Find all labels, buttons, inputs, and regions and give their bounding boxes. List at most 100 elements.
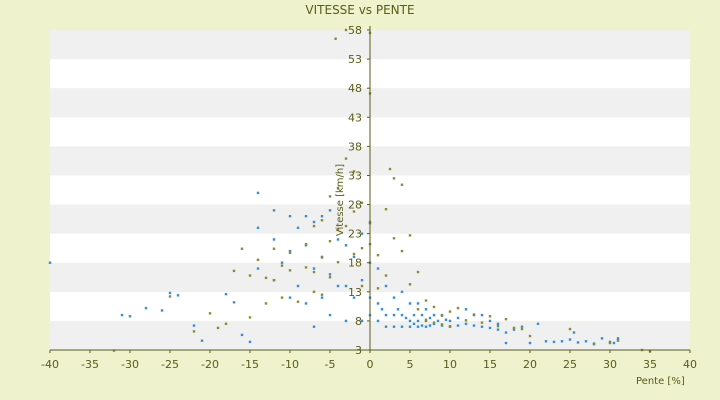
data-point-blue <box>512 328 516 331</box>
data-point-blue <box>488 326 492 330</box>
x-tick-label: 5 <box>407 358 414 371</box>
data-point-blue <box>120 313 124 317</box>
data-point-blue <box>272 209 276 212</box>
data-point-olive <box>360 246 364 250</box>
data-point-olive <box>320 219 324 222</box>
data-point-blue <box>544 340 548 343</box>
data-point-olive <box>424 299 428 302</box>
data-point-blue <box>328 313 332 317</box>
data-point-olive <box>448 310 452 313</box>
data-point-blue <box>552 340 556 344</box>
data-point-blue <box>296 226 300 230</box>
data-point-blue <box>404 316 408 320</box>
data-point-blue <box>328 209 332 212</box>
x-tick-label: -10 <box>281 358 299 371</box>
data-point-blue <box>504 341 508 345</box>
data-point-blue <box>176 294 180 297</box>
data-point-olive <box>504 317 508 321</box>
data-point-olive <box>400 249 404 253</box>
x-tick-label: 40 <box>683 358 697 371</box>
chart-title: VITESSE vs PENTE <box>305 3 414 17</box>
data-point-blue <box>408 319 412 323</box>
x-tick-label: 20 <box>523 358 537 371</box>
y-tick-label: 48 <box>348 82 362 95</box>
data-point-olive <box>352 170 356 173</box>
data-point-blue <box>296 284 300 288</box>
data-point-blue <box>428 324 432 327</box>
data-point-olive <box>384 208 388 211</box>
data-point-olive <box>448 324 452 328</box>
data-point-olive <box>440 323 444 326</box>
y-tick-label: 43 <box>348 111 362 124</box>
data-point-blue <box>528 341 532 345</box>
data-point-blue <box>336 284 340 288</box>
data-point-blue <box>444 318 448 321</box>
data-point-olive <box>216 326 220 330</box>
data-point-olive <box>304 242 308 246</box>
data-point-olive <box>392 237 396 240</box>
data-point-olive <box>344 157 348 160</box>
data-point-blue <box>328 273 332 276</box>
y-tick-label: 38 <box>348 140 362 153</box>
data-point-olive <box>312 290 316 294</box>
data-point-blue <box>312 325 316 328</box>
data-point-blue <box>472 324 476 327</box>
data-point-olive <box>400 183 404 186</box>
data-point-blue <box>384 313 388 317</box>
data-point-blue <box>320 296 324 299</box>
data-point-olive <box>248 274 252 277</box>
data-point-blue <box>288 296 292 299</box>
data-point-blue <box>192 324 196 327</box>
data-point-olive <box>592 342 596 346</box>
data-point-olive <box>320 256 324 259</box>
data-point-olive <box>388 167 392 171</box>
data-point-blue <box>224 292 228 296</box>
y-tick-label: 58 <box>348 24 362 37</box>
data-point-olive <box>336 187 340 190</box>
data-point-blue <box>560 340 564 343</box>
data-point-blue <box>416 325 420 328</box>
data-point-blue <box>280 261 284 264</box>
data-point-blue <box>416 302 420 305</box>
data-point-olive <box>272 247 276 250</box>
y-tick-label: 53 <box>348 53 362 66</box>
data-point-blue <box>616 337 620 340</box>
data-point-olive <box>288 269 292 272</box>
data-point-blue <box>432 313 436 317</box>
x-tick-label: 15 <box>483 358 497 371</box>
data-point-olive <box>240 247 244 250</box>
data-point-olive <box>256 258 260 262</box>
data-point-blue <box>380 308 384 311</box>
data-point-olive <box>360 284 364 288</box>
x-tick-label: 35 <box>643 358 657 371</box>
data-point-olive <box>336 260 340 264</box>
data-point-blue <box>420 313 424 317</box>
data-point-olive <box>360 201 364 204</box>
y-tick-label: 33 <box>348 169 362 182</box>
data-point-blue <box>416 319 420 323</box>
data-point-olive <box>520 327 524 331</box>
data-point-blue <box>304 214 308 218</box>
data-point-olive <box>464 319 468 322</box>
data-point-olive <box>416 308 420 311</box>
data-point-blue <box>456 316 460 320</box>
data-point-blue <box>128 315 132 318</box>
data-point-blue <box>612 341 616 345</box>
data-point-olive <box>264 302 268 305</box>
data-point-blue <box>412 313 416 317</box>
y-tick-label: 8 <box>355 315 362 328</box>
data-point-blue <box>384 284 388 288</box>
data-point-blue <box>464 308 468 311</box>
data-point-blue <box>424 325 428 328</box>
data-point-blue <box>272 238 276 241</box>
x-tick-label: -5 <box>325 358 336 371</box>
data-point-blue <box>256 191 260 195</box>
x-tick-label: -40 <box>41 358 59 371</box>
data-point-blue <box>160 309 164 312</box>
data-point-olive <box>496 324 500 328</box>
data-point-blue <box>168 291 172 295</box>
data-point-olive <box>334 37 337 40</box>
data-point-olive <box>352 210 356 213</box>
